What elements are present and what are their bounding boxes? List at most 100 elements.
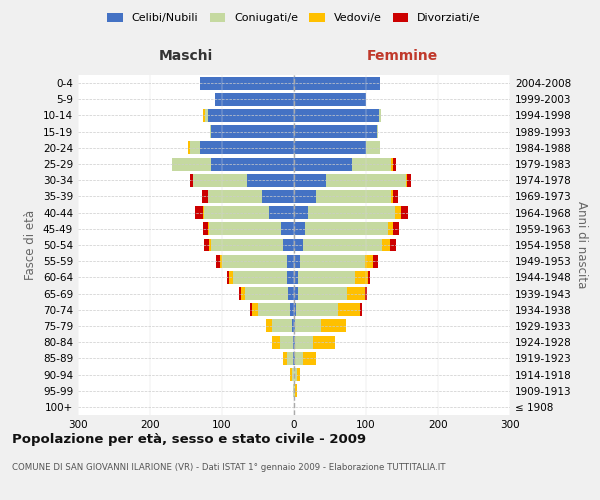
Bar	[211, 158, 294, 170]
Bar	[392, 190, 398, 203]
Bar	[394, 222, 399, 235]
Bar	[295, 384, 297, 397]
Bar	[272, 336, 280, 348]
Bar	[395, 206, 401, 219]
Bar	[347, 287, 365, 300]
Bar	[295, 320, 320, 332]
Bar	[368, 271, 370, 284]
Bar	[302, 238, 382, 252]
Bar	[298, 287, 347, 300]
Bar	[188, 142, 190, 154]
Bar	[391, 190, 392, 203]
Bar	[290, 304, 294, 316]
Bar	[379, 109, 381, 122]
Bar	[196, 206, 203, 219]
Bar	[287, 271, 294, 284]
Bar	[294, 93, 366, 106]
Bar	[233, 271, 287, 284]
Bar	[365, 287, 367, 300]
Bar	[294, 174, 326, 186]
Bar	[391, 238, 396, 252]
Bar	[272, 320, 292, 332]
Text: Femmine: Femmine	[367, 48, 437, 62]
Bar	[401, 206, 408, 219]
Bar	[287, 352, 293, 365]
Bar	[245, 287, 288, 300]
Bar	[247, 174, 294, 186]
Bar	[320, 320, 346, 332]
Bar	[262, 190, 294, 203]
Bar	[250, 304, 252, 316]
Bar	[302, 352, 316, 365]
Bar	[300, 254, 365, 268]
Bar	[252, 304, 258, 316]
Bar	[338, 304, 359, 316]
Bar	[316, 190, 391, 203]
Bar	[294, 352, 295, 365]
Bar	[382, 238, 391, 252]
Bar	[295, 336, 313, 348]
Bar	[293, 336, 294, 348]
Bar	[283, 238, 294, 252]
Bar	[210, 125, 211, 138]
Bar	[200, 76, 294, 90]
Bar	[290, 368, 292, 381]
Bar	[241, 287, 245, 300]
Bar	[294, 76, 380, 90]
Bar	[294, 304, 296, 316]
Bar	[200, 142, 294, 154]
Bar	[203, 222, 208, 235]
Bar	[239, 287, 241, 300]
Bar	[227, 271, 229, 284]
Bar	[308, 206, 395, 219]
Bar	[355, 271, 368, 284]
Bar	[220, 254, 222, 268]
Bar	[209, 238, 211, 252]
Text: Maschi: Maschi	[159, 48, 213, 62]
Bar	[293, 384, 294, 397]
Bar	[297, 368, 301, 381]
Bar	[294, 158, 352, 170]
Bar	[292, 368, 294, 381]
Bar	[172, 158, 211, 170]
Bar	[294, 222, 305, 235]
Bar	[190, 174, 193, 186]
Bar	[294, 190, 316, 203]
Bar	[229, 271, 233, 284]
Y-axis label: Anni di nascita: Anni di nascita	[575, 202, 588, 288]
Bar	[208, 109, 294, 122]
Bar	[365, 254, 373, 268]
Text: Popolazione per età, sesso e stato civile - 2009: Popolazione per età, sesso e stato civil…	[12, 432, 366, 446]
Bar	[294, 109, 379, 122]
Bar	[204, 238, 209, 252]
Bar	[298, 271, 355, 284]
Bar	[202, 190, 208, 203]
Bar	[388, 222, 394, 235]
Bar	[193, 174, 247, 186]
Legend: Celibi/Nubili, Coniugati/e, Vedovi/e, Divorziati/e: Celibi/Nubili, Coniugati/e, Vedovi/e, Di…	[103, 8, 485, 28]
Bar	[294, 206, 308, 219]
Bar	[391, 158, 392, 170]
Bar	[392, 158, 396, 170]
Bar	[203, 109, 205, 122]
Bar	[294, 336, 295, 348]
Bar	[288, 287, 294, 300]
Bar	[377, 125, 378, 138]
Bar	[352, 158, 391, 170]
Bar	[294, 271, 298, 284]
Bar	[208, 190, 262, 203]
Bar	[294, 142, 366, 154]
Bar	[326, 174, 406, 186]
Bar	[280, 336, 293, 348]
Bar	[294, 287, 298, 300]
Bar	[305, 222, 388, 235]
Bar	[208, 222, 209, 235]
Text: COMUNE DI SAN GIOVANNI ILARIONE (VR) - Dati ISTAT 1° gennaio 2009 - Elaborazione: COMUNE DI SAN GIOVANNI ILARIONE (VR) - D…	[12, 463, 445, 472]
Bar	[190, 142, 200, 154]
Bar	[295, 352, 302, 365]
Bar	[406, 174, 407, 186]
Bar	[294, 254, 300, 268]
Bar	[204, 206, 269, 219]
Bar	[294, 320, 295, 332]
Bar	[294, 368, 297, 381]
